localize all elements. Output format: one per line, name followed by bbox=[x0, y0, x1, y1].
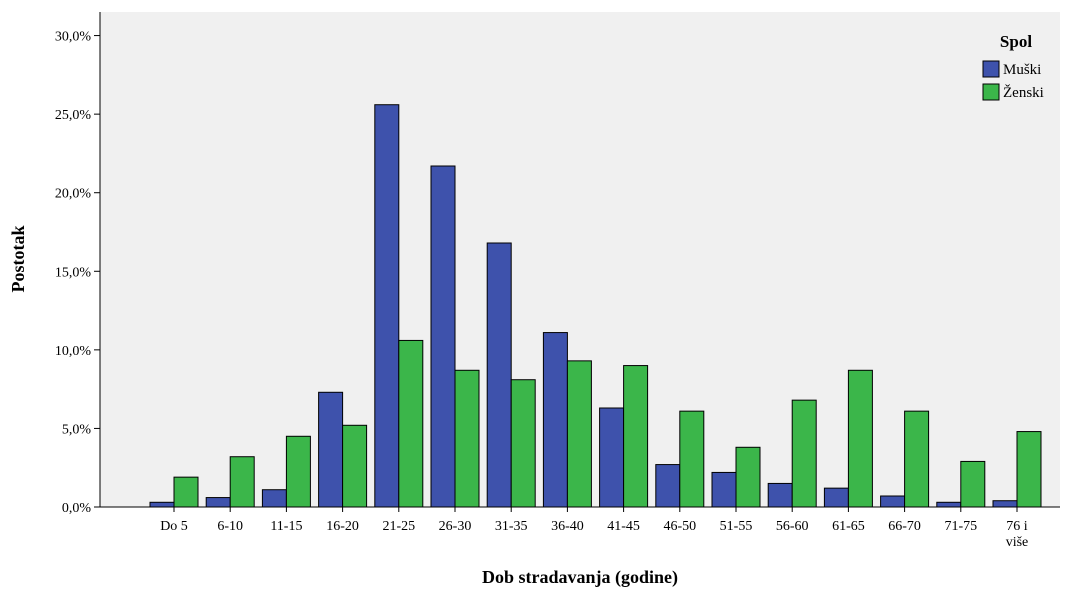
bar-female bbox=[173, 476, 199, 508]
y-axis-title: Postotak bbox=[8, 226, 28, 293]
bar-male bbox=[823, 487, 849, 508]
bar-male bbox=[205, 497, 231, 508]
x-tick-label: 11-15 bbox=[270, 519, 302, 534]
bar-male bbox=[655, 464, 681, 508]
bar-male bbox=[542, 332, 568, 508]
bar-female bbox=[847, 369, 873, 508]
y-axis: 0,0% 5,0% 10,0% 15,0% 20,0% 25,0% 30,0% bbox=[55, 12, 101, 516]
bar-female bbox=[285, 435, 311, 508]
x-tick-label: 36-40 bbox=[551, 519, 584, 534]
legend-swatch-male bbox=[982, 60, 1000, 78]
x-tick-label: 66-70 bbox=[888, 519, 921, 534]
y-tick-label: 10,0% bbox=[55, 344, 92, 359]
x-axis-title: Dob stradavanja (godine) bbox=[482, 567, 678, 588]
bar-female bbox=[398, 339, 424, 508]
bar-female bbox=[960, 460, 986, 508]
x-tick-label: 71-75 bbox=[944, 519, 977, 534]
x-tick-label: 21-25 bbox=[382, 519, 415, 534]
x-tick-label: 26-30 bbox=[439, 519, 472, 534]
x-tick-label: 76 i više bbox=[1006, 519, 1029, 550]
bar-female bbox=[229, 456, 255, 508]
y-tick-label: 30,0% bbox=[55, 30, 92, 45]
bar-female bbox=[791, 399, 817, 508]
bar-male bbox=[880, 495, 906, 508]
x-tick-label: 51-55 bbox=[720, 519, 753, 534]
bar-male bbox=[430, 165, 456, 508]
bar-male bbox=[992, 500, 1018, 508]
bar-female bbox=[1016, 431, 1042, 508]
y-tick-label: 5,0% bbox=[62, 422, 92, 437]
bar-female bbox=[510, 379, 536, 508]
bar-male bbox=[149, 501, 175, 508]
x-axis: Do 5 6-10 11-15 16-20 21-25 26-30 31-35 36-40 41… bbox=[100, 506, 1060, 550]
bar-female bbox=[566, 360, 592, 508]
y-tick-label: 0,0% bbox=[62, 501, 92, 516]
legend-label-male: Muški bbox=[1003, 62, 1041, 78]
legend-swatch-female bbox=[982, 83, 1000, 101]
bar-female bbox=[623, 365, 649, 508]
bar-male bbox=[486, 242, 512, 508]
bar-female bbox=[454, 369, 480, 508]
bar-male bbox=[599, 407, 625, 508]
x-tick-label: 31-35 bbox=[495, 519, 528, 534]
legend-label-female: Ženski bbox=[1003, 84, 1044, 101]
y-tick-label: 25,0% bbox=[55, 108, 92, 123]
bar-male bbox=[936, 501, 962, 508]
x-tick-label: 41-45 bbox=[607, 519, 640, 534]
bar-male bbox=[318, 391, 344, 508]
legend-title: Spol bbox=[1000, 32, 1032, 51]
x-tick-label: 46-50 bbox=[663, 519, 696, 534]
bar-female bbox=[735, 446, 761, 508]
bar-female bbox=[904, 410, 930, 508]
x-tick-label: Do 5 bbox=[160, 519, 188, 534]
x-tick-label: 61-65 bbox=[832, 519, 865, 534]
bars-group bbox=[149, 104, 1042, 508]
x-tick-label: 16-20 bbox=[326, 519, 359, 534]
x-tick-label: 6-10 bbox=[217, 519, 243, 534]
bar-female bbox=[679, 410, 705, 508]
y-tick-label: 20,0% bbox=[55, 187, 92, 202]
bar-male bbox=[261, 489, 287, 508]
y-tick-label: 15,0% bbox=[55, 265, 92, 280]
bar-male bbox=[374, 104, 400, 508]
bar-female bbox=[342, 424, 368, 508]
legend: Spol Muški Ženski bbox=[982, 32, 1044, 101]
bar-male bbox=[711, 471, 737, 508]
x-tick-label: 56-60 bbox=[776, 519, 809, 534]
bar-male bbox=[767, 482, 793, 508]
